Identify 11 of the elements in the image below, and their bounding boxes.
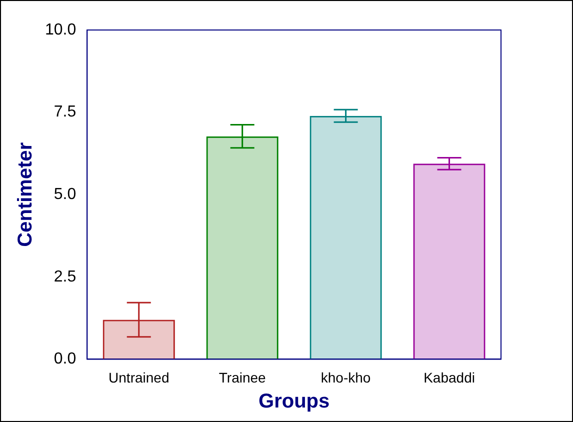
x-tick-label: kho-kho (320, 369, 371, 386)
x-tick-label: Untrained (108, 369, 170, 386)
y-tick-label: 10.0 (45, 21, 76, 38)
x-tick-label: Kabaddi (424, 369, 475, 386)
x-tick-label: Trainee (218, 369, 266, 386)
y-axis-title: Centimeter (14, 142, 37, 247)
y-tick-label: 2.5 (54, 268, 76, 286)
y-tick-label: 5.0 (54, 186, 76, 204)
y-tick-label: 7.5 (54, 104, 76, 121)
y-tick-label: 0.0 (54, 350, 76, 368)
x-axis-title: Groups (258, 390, 330, 413)
